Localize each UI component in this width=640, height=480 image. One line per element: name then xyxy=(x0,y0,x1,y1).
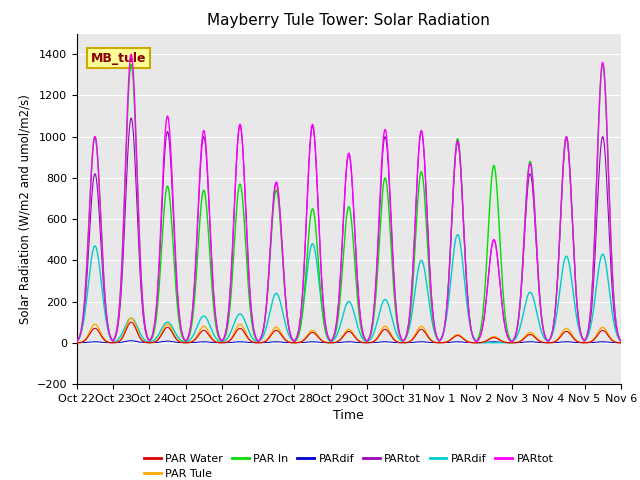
Y-axis label: Solar Radiation (W/m2 and umol/m2/s): Solar Radiation (W/m2 and umol/m2/s) xyxy=(18,94,31,324)
X-axis label: Time: Time xyxy=(333,409,364,422)
Title: Mayberry Tule Tower: Solar Radiation: Mayberry Tule Tower: Solar Radiation xyxy=(207,13,490,28)
Legend: PAR Water, PAR Tule, PAR In, PARdif, PARtot, PARdif, PARtot: PAR Water, PAR Tule, PAR In, PARdif, PAR… xyxy=(140,449,558,480)
Text: MB_tule: MB_tule xyxy=(90,52,146,65)
